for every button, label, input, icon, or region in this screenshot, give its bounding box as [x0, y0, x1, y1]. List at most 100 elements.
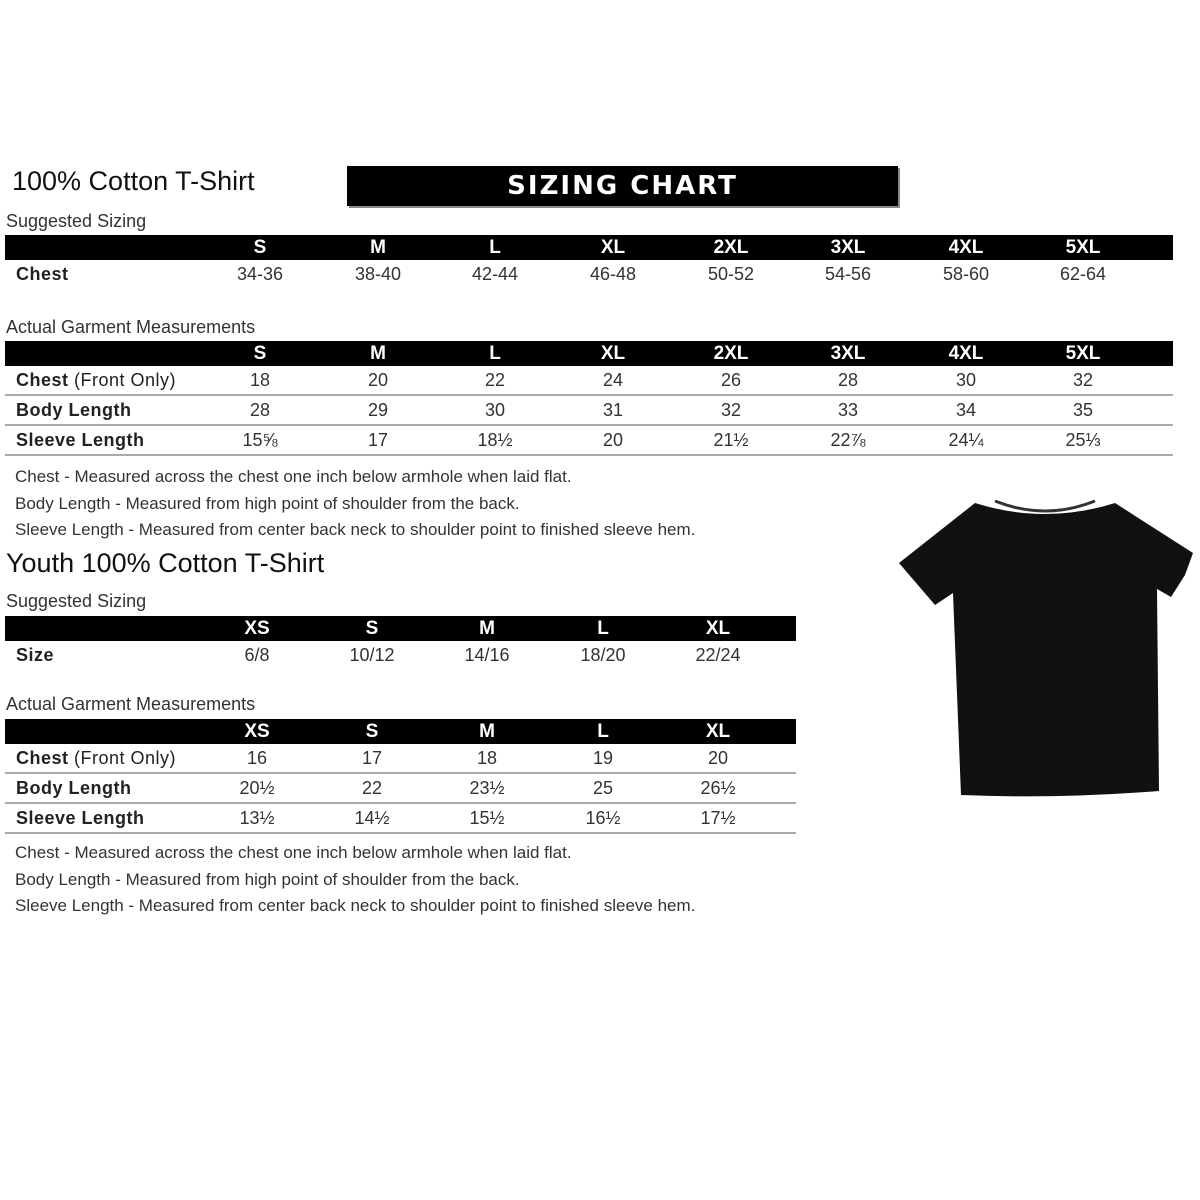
row-label: Size [16, 641, 54, 669]
size-header-m: M [370, 237, 386, 258]
size-header-m: M [370, 343, 386, 364]
measurement-note: Sleeve Length - Measured from center bac… [15, 896, 696, 915]
table-cell: 18½ [477, 430, 513, 450]
table-cell: 15⅝ [242, 430, 278, 450]
table-cell: 17 [367, 430, 389, 450]
table-cell: 58-60 [942, 264, 990, 284]
table-cell: 6/8 [244, 645, 270, 665]
row-label-text: Body Length [16, 400, 132, 420]
table-cell: 21½ [713, 430, 749, 450]
table-cell: 20 [367, 370, 389, 390]
size-header-xs: XS [244, 721, 270, 742]
measurement-note: Chest - Measured across the chest one in… [15, 467, 572, 486]
size-header-row: S M L XL 2XL 3XL 4XL 5XL [5, 341, 1173, 366]
table-cell: 14½ [354, 808, 390, 828]
table-cell: 14/16 [464, 645, 510, 665]
table-cell: 18 [249, 370, 271, 390]
table-cell: 16½ [585, 808, 621, 828]
size-header-m: M [479, 721, 495, 742]
size-header-5xl: 5XL [1065, 343, 1101, 364]
size-header-m: M [479, 618, 495, 639]
table-cell: 32 [720, 400, 742, 420]
table-cell: 24 [602, 370, 624, 390]
table-cell: 20 [707, 748, 729, 768]
size-header-l: L [489, 237, 501, 258]
table-cell: 38-40 [354, 264, 402, 284]
size-header-row: XS S M L XL [5, 719, 796, 744]
row-label-text: Chest [16, 264, 69, 284]
youth-title: Youth 100% Cotton T-Shirt [6, 548, 325, 578]
table-row: Sleeve Length 15⅝ 17 18½ 20 21½ 22⅞ 24¼ 25⅓ [5, 426, 1173, 456]
table-cell: 30 [484, 400, 506, 420]
row-label-text: Size [16, 645, 55, 665]
table-cell: 26 [720, 370, 742, 390]
youth-actual-label: Actual Garment Measurements [6, 694, 256, 714]
youth-actual-table: XS S M L XL Chest (Front Only) 16 17 18 19 20 Body … [5, 719, 796, 834]
table-cell: 19 [592, 748, 614, 768]
table-cell: 24¼ [948, 430, 984, 450]
youth-notes: Chest - Measured across the chest one in… [15, 840, 695, 920]
adult-suggested-label: Suggested Sizing [6, 211, 147, 231]
size-header-2xl: 2XL [713, 237, 749, 258]
size-header-xl: XL [600, 237, 626, 258]
row-label: Chest [16, 260, 69, 288]
size-header-s: S [365, 618, 379, 639]
size-header-row: XS S M L XL [5, 616, 796, 641]
size-header-xl: XL [705, 618, 731, 639]
size-header-s: S [253, 237, 267, 258]
size-header-3xl: 3XL [830, 237, 866, 258]
row-label-text: Chest [16, 748, 69, 768]
size-header-3xl: 3XL [830, 343, 866, 364]
adult-suggested-table: S M L XL 2XL 3XL 4XL 5XL Chest 34-36 38-40 42-44 46-… [5, 235, 1173, 288]
table-cell: 15½ [469, 808, 505, 828]
size-header-xl: XL [600, 343, 626, 364]
measurement-note: Sleeve Length - Measured from center bac… [15, 520, 696, 539]
table-row: Body Length 20½ 22 23½ 25 26½ [5, 774, 796, 804]
table-cell: 54-56 [824, 264, 872, 284]
table-row: Size 6/8 10/12 14/16 18/20 22/24 [5, 641, 796, 669]
row-label: Chest (Front Only) [16, 744, 176, 772]
table-cell: 20½ [239, 778, 275, 798]
adult-actual-table: S M L XL 2XL 3XL 4XL 5XL Chest (Front Only) 18 20 2… [5, 341, 1173, 456]
table-row: Chest 34-36 38-40 42-44 46-48 50-52 54-56 58-60… [5, 260, 1173, 288]
row-label: Body Length [16, 774, 132, 802]
row-label-extra: (Front Only) [68, 370, 177, 390]
table-cell: 17½ [700, 808, 736, 828]
table-cell: 22⅞ [830, 430, 866, 450]
size-header-l: L [489, 343, 501, 364]
size-header-l: L [597, 721, 609, 742]
sizing-chart-banner: SIZING CHART [347, 166, 898, 206]
table-cell: 22/24 [695, 645, 741, 665]
measurement-note: Body Length - Measured from high point o… [15, 493, 520, 513]
row-label: Sleeve Length [16, 804, 145, 832]
table-cell: 17 [361, 748, 383, 768]
row-label: Chest (Front Only) [16, 366, 176, 394]
row-label-text: Body Length [16, 778, 132, 798]
table-row: Chest (Front Only) 18 20 22 24 26 28 30 32 [5, 366, 1173, 396]
table-row: Body Length 28 29 30 31 32 33 34 35 [5, 396, 1173, 426]
table-cell: 32 [1072, 370, 1094, 390]
table-cell: 62-64 [1059, 264, 1107, 284]
youth-suggested-table: XS S M L XL Size 6/8 10/12 14/16 18/20 22/24 [5, 616, 796, 669]
table-cell: 18/20 [580, 645, 626, 665]
table-cell: 33 [837, 400, 859, 420]
table-cell: 22 [361, 778, 383, 798]
table-cell: 23½ [469, 778, 505, 798]
table-cell: 34-36 [236, 264, 284, 284]
table-cell: 35 [1072, 400, 1094, 420]
table-row: Sleeve Length 13½ 14½ 15½ 16½ 17½ [5, 804, 796, 834]
row-label-text: Sleeve Length [16, 430, 145, 450]
size-header-4xl: 4XL [948, 343, 984, 364]
size-header-xl: XL [705, 721, 731, 742]
adult-title: 100% Cotton T-Shirt [12, 166, 255, 196]
row-label-text: Sleeve Length [16, 808, 145, 828]
table-cell: 30 [955, 370, 977, 390]
table-cell: 20 [602, 430, 624, 450]
table-cell: 26½ [700, 778, 736, 798]
size-header-xs: XS [244, 618, 270, 639]
table-cell: 25 [592, 778, 614, 798]
table-cell: 22 [484, 370, 506, 390]
youth-suggested-label: Suggested Sizing [6, 591, 147, 611]
table-cell: 18 [476, 748, 498, 768]
row-label: Body Length [16, 396, 132, 424]
